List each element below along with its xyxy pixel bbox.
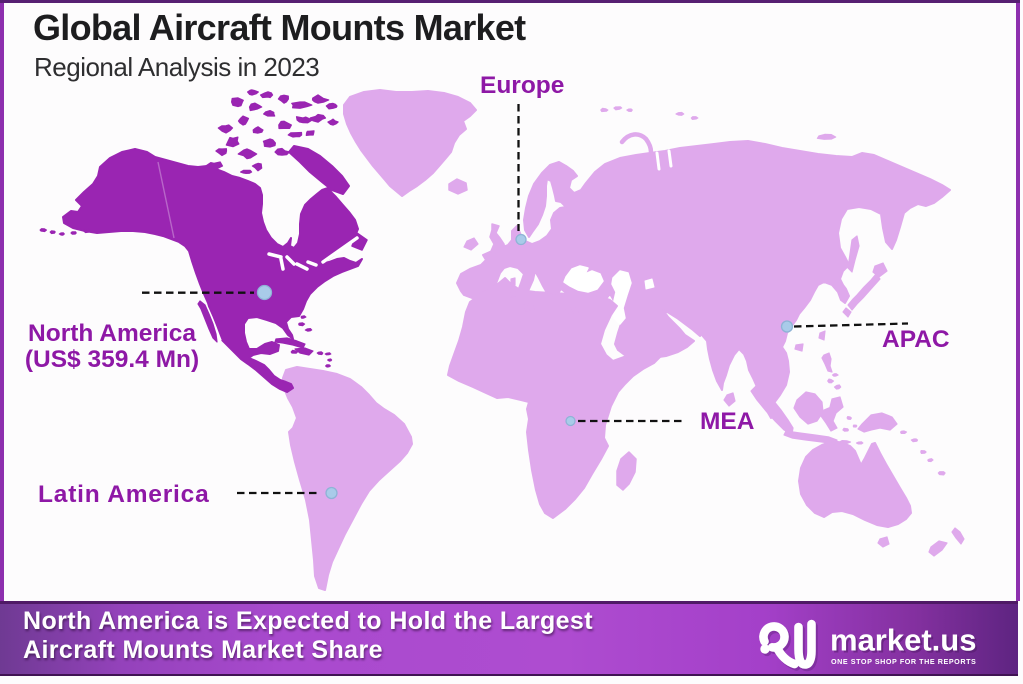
svg-text:ONE STOP SHOP FOR THE REPORTS: ONE STOP SHOP FOR THE REPORTS <box>831 657 976 666</box>
svg-text:market.us: market.us <box>830 623 976 658</box>
svg-text:market.us: market.us <box>832 625 978 660</box>
